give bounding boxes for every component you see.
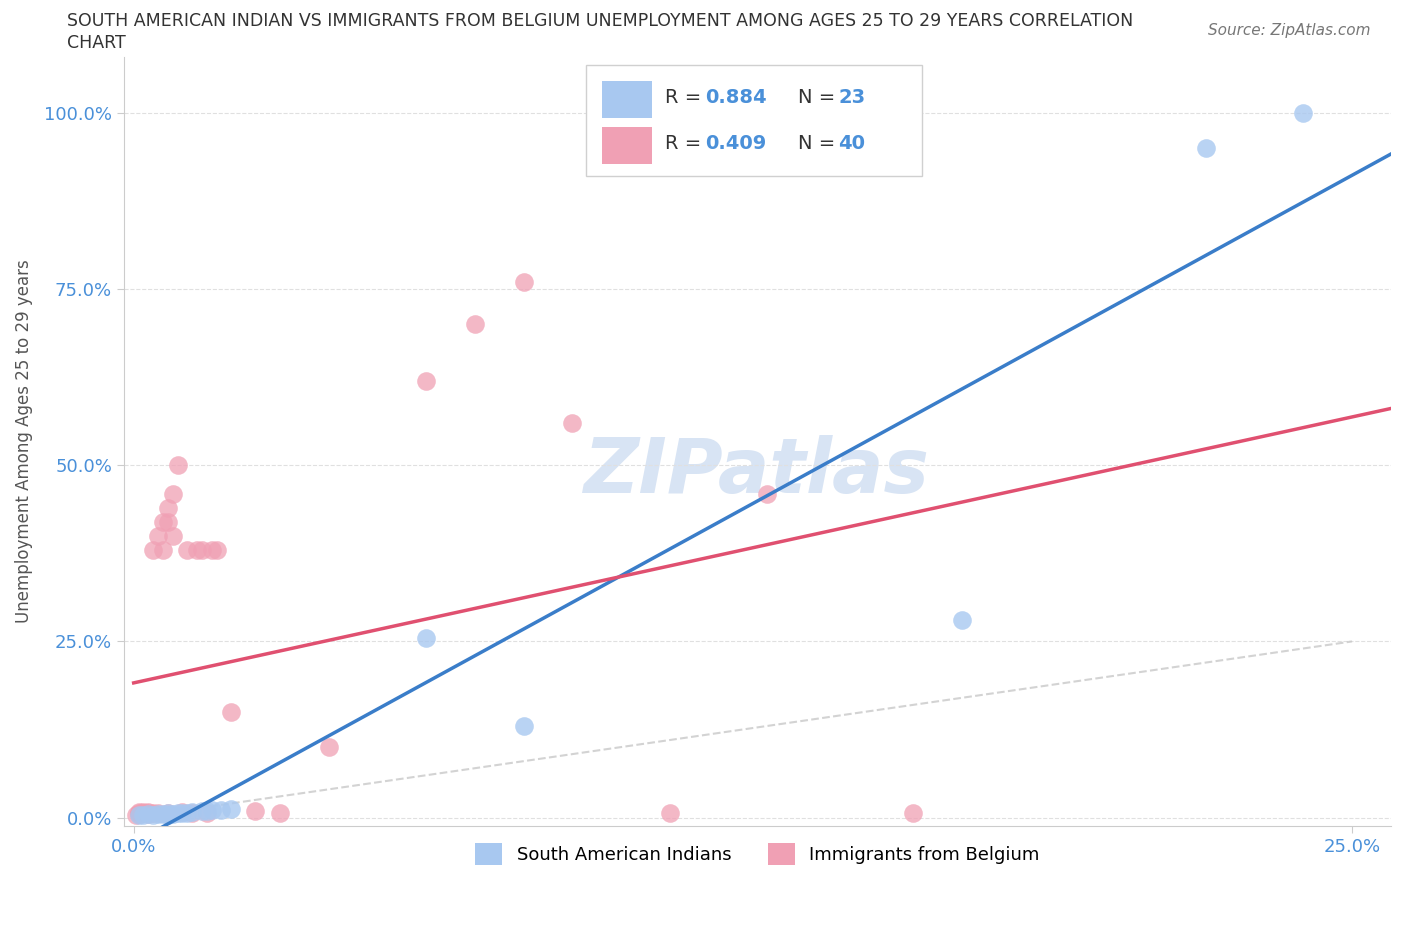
Text: 40: 40 (838, 134, 866, 153)
Point (205, 542, 228, 557)
Text: N =: N = (799, 134, 842, 153)
Point (318, 739, 340, 754)
Point (156, 805, 179, 820)
Point (219, 704, 242, 719)
Point (245, 804, 267, 818)
Point (176, 542, 198, 557)
Point (195, 804, 218, 818)
Text: SOUTH AMERICAN INDIAN VS IMMIGRANTS FROM BELGIUM UNEMPLOYMENT AMONG AGES 25 TO 2: SOUTH AMERICAN INDIAN VS IMMIGRANTS FROM… (67, 12, 1133, 30)
Text: Source: ZipAtlas.com: Source: ZipAtlas.com (1208, 23, 1371, 38)
Text: ZIPatlas: ZIPatlas (585, 435, 931, 509)
Point (201, 803, 224, 817)
Point (186, 542, 208, 557)
Point (142, 542, 165, 557)
Text: 0.884: 0.884 (706, 88, 768, 107)
Point (191, 542, 214, 557)
FancyBboxPatch shape (602, 81, 652, 117)
Point (658, 805, 681, 820)
Text: 23: 23 (838, 88, 866, 107)
Point (132, 804, 155, 819)
Point (128, 804, 150, 819)
Point (142, 806, 165, 821)
Point (156, 514, 179, 529)
Point (166, 458, 188, 472)
Point (156, 807, 179, 822)
Point (162, 806, 184, 821)
Point (201, 542, 224, 557)
Point (950, 613, 973, 628)
Point (172, 805, 194, 820)
Point (132, 806, 155, 821)
Point (152, 514, 174, 529)
Point (146, 528, 169, 543)
Point (1292, 106, 1315, 121)
Y-axis label: Unemployment Among Ages 25 to 29 years: Unemployment Among Ages 25 to 29 years (15, 259, 32, 623)
Point (142, 807, 165, 822)
Point (136, 805, 159, 820)
Point (1195, 141, 1218, 156)
Text: N =: N = (799, 88, 842, 107)
Point (464, 317, 486, 332)
Point (269, 805, 291, 820)
Point (136, 806, 159, 821)
Point (903, 805, 925, 820)
Point (181, 805, 204, 820)
Point (128, 808, 150, 823)
Point (128, 806, 150, 821)
Point (132, 807, 155, 822)
Point (152, 542, 174, 557)
Point (162, 486, 184, 501)
Legend: South American Indians, Immigrants from Belgium: South American Indians, Immigrants from … (468, 836, 1046, 872)
Text: R =: R = (665, 88, 707, 107)
Point (181, 804, 204, 819)
Point (756, 486, 779, 501)
Point (125, 807, 148, 822)
Point (172, 804, 194, 819)
FancyBboxPatch shape (586, 64, 922, 176)
Point (156, 806, 179, 821)
Text: CHART: CHART (67, 34, 127, 52)
Point (128, 806, 150, 821)
Point (146, 805, 169, 820)
Point (415, 631, 437, 645)
Point (162, 528, 184, 543)
Point (195, 805, 218, 820)
Point (512, 719, 534, 734)
Point (176, 805, 198, 820)
Point (209, 803, 232, 817)
Point (561, 416, 583, 431)
Point (219, 802, 242, 817)
Point (136, 804, 159, 819)
Point (136, 806, 159, 821)
Point (415, 374, 437, 389)
Point (191, 804, 214, 818)
Point (146, 806, 169, 821)
Point (166, 806, 188, 821)
Point (156, 500, 179, 515)
FancyBboxPatch shape (602, 126, 652, 164)
Text: R =: R = (665, 134, 707, 153)
Point (152, 806, 174, 821)
Point (512, 274, 534, 289)
Text: 0.409: 0.409 (706, 134, 766, 153)
